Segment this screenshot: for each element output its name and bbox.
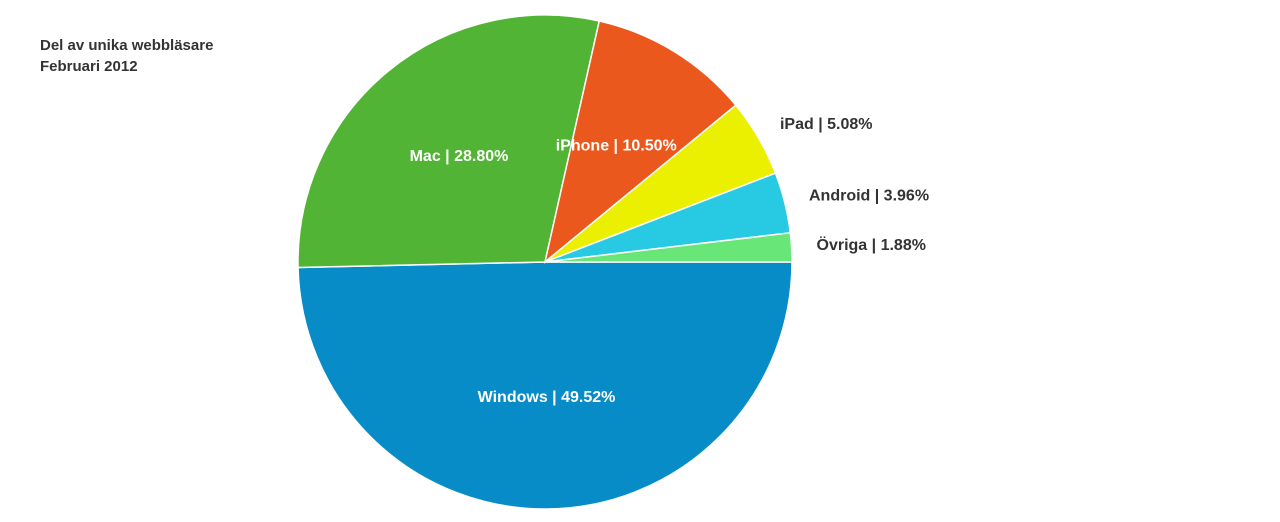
pie-slice <box>543 20 737 264</box>
pie-slice <box>297 14 601 269</box>
data-label: Android | 3.96% <box>809 188 929 205</box>
data-label: Mac | 28.80% <box>410 148 509 165</box>
pie-slice <box>297 261 793 510</box>
data-label: iPhone | 10.50% <box>556 138 677 155</box>
chart-title: Del av unika webbläsare <box>40 37 213 54</box>
data-label: Windows | 49.52% <box>478 389 616 406</box>
data-label: Övriga | 1.88% <box>817 235 926 254</box>
data-label: iPad | 5.08% <box>780 116 873 133</box>
pie-slice <box>544 231 793 263</box>
chart-subtitle: Februari 2012 <box>40 58 138 75</box>
